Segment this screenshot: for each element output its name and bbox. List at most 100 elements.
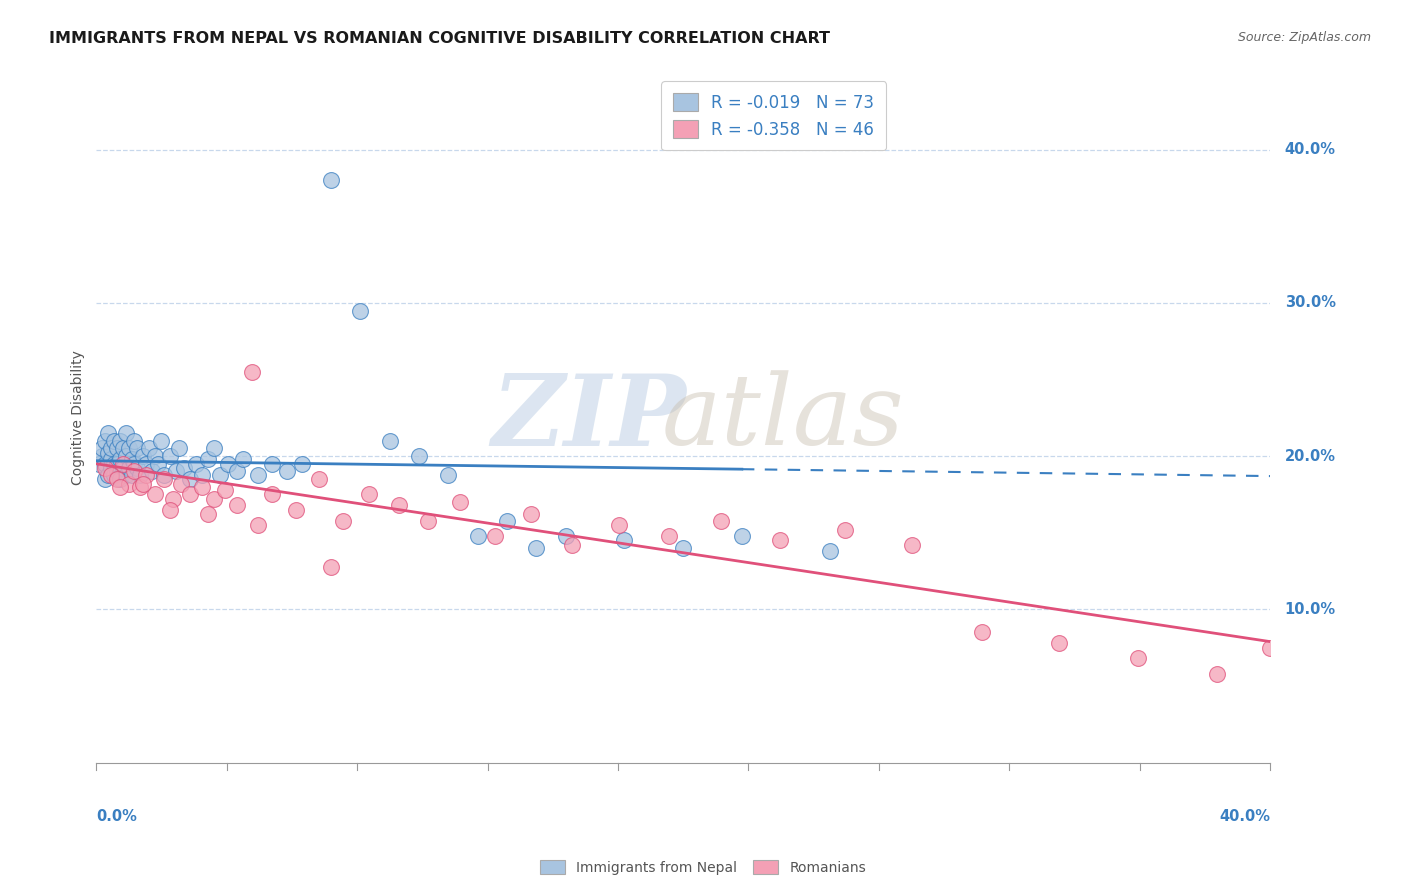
Point: [135, 457, 157, 471]
Point: [127, 461, 149, 475]
Point: [108, 434, 131, 448]
Point: [1258, 640, 1281, 655]
Point: [124, 434, 146, 448]
Point: [769, 533, 792, 548]
Point: [672, 541, 695, 555]
Point: [121, 452, 143, 467]
Point: [132, 476, 155, 491]
Point: [94, 461, 117, 475]
Point: [114, 467, 136, 482]
Legend: R = -0.019   N = 73, R = -0.358   N = 46: R = -0.019 N = 73, R = -0.358 N = 46: [661, 81, 886, 151]
Text: 30.0%: 30.0%: [1285, 295, 1336, 310]
Point: [159, 449, 181, 463]
Point: [149, 434, 172, 448]
Point: [437, 467, 460, 482]
Text: 0.0%: 0.0%: [97, 809, 138, 823]
Point: [129, 480, 152, 494]
Text: IMMIGRANTS FROM NEPAL VS ROMANIAN COGNITIVE DISABILITY CORRELATION CHART: IMMIGRANTS FROM NEPAL VS ROMANIAN COGNIT…: [49, 31, 830, 46]
Point: [972, 625, 994, 640]
Point: [170, 476, 193, 491]
Point: [105, 442, 128, 456]
Point: [731, 529, 754, 543]
Text: atlas: atlas: [662, 370, 904, 466]
Point: [135, 467, 157, 482]
Text: 10.0%: 10.0%: [1285, 602, 1336, 617]
Point: [1047, 636, 1070, 650]
Point: [554, 529, 576, 543]
Point: [1206, 666, 1229, 681]
Point: [114, 426, 136, 441]
Point: [159, 503, 181, 517]
Point: [141, 465, 163, 479]
Point: [138, 442, 160, 456]
Point: [108, 480, 131, 494]
Text: Source: ZipAtlas.com: Source: ZipAtlas.com: [1237, 31, 1371, 45]
Point: [111, 442, 134, 456]
Point: [146, 457, 169, 471]
Point: [103, 457, 125, 471]
Point: [105, 472, 128, 486]
Point: [191, 467, 214, 482]
Point: [191, 480, 214, 494]
Y-axis label: Cognitive Disability: Cognitive Disability: [72, 351, 86, 485]
Point: [94, 457, 117, 471]
Point: [111, 461, 134, 475]
Point: [449, 495, 471, 509]
Point: [710, 514, 733, 528]
Point: [143, 449, 166, 463]
Point: [108, 452, 131, 467]
Point: [162, 491, 184, 506]
Point: [100, 442, 122, 456]
Point: [208, 467, 231, 482]
Point: [226, 465, 249, 479]
Point: [834, 523, 856, 537]
Point: [114, 449, 136, 463]
Text: ZIP: ZIP: [492, 369, 686, 467]
Point: [129, 467, 152, 482]
Point: [378, 434, 401, 448]
Point: [1126, 651, 1149, 665]
Point: [359, 487, 381, 501]
Text: 40.0%: 40.0%: [1285, 142, 1336, 157]
Point: [100, 452, 122, 467]
Point: [103, 434, 125, 448]
Point: [214, 483, 236, 497]
Point: [100, 461, 122, 475]
Point: [416, 514, 439, 528]
Point: [226, 498, 249, 512]
Point: [657, 529, 679, 543]
Point: [117, 476, 139, 491]
Point: [179, 472, 201, 486]
Point: [143, 487, 166, 501]
Point: [121, 467, 143, 482]
Point: [613, 533, 636, 548]
Text: 40.0%: 40.0%: [1219, 809, 1270, 823]
Point: [97, 426, 120, 441]
Point: [127, 442, 149, 456]
Point: [124, 465, 146, 479]
Point: [197, 508, 219, 522]
Text: 20.0%: 20.0%: [1285, 449, 1336, 464]
Point: [111, 457, 134, 471]
Point: [202, 442, 225, 456]
Point: [165, 465, 187, 479]
Point: [484, 529, 506, 543]
Point: [526, 541, 548, 555]
Point: [332, 514, 354, 528]
Point: [100, 467, 122, 482]
Point: [818, 544, 841, 558]
Point: [97, 467, 120, 482]
Point: [467, 529, 489, 543]
Point: [387, 498, 409, 512]
Point: [132, 449, 155, 463]
Point: [262, 487, 284, 501]
Point: [496, 514, 519, 528]
Legend: Immigrants from Nepal, Romanians: Immigrants from Nepal, Romanians: [534, 855, 872, 880]
Point: [246, 467, 269, 482]
Point: [94, 472, 117, 486]
Point: [319, 559, 342, 574]
Point: [89, 457, 111, 471]
Point: [607, 518, 630, 533]
Point: [179, 487, 201, 501]
Point: [240, 365, 263, 379]
